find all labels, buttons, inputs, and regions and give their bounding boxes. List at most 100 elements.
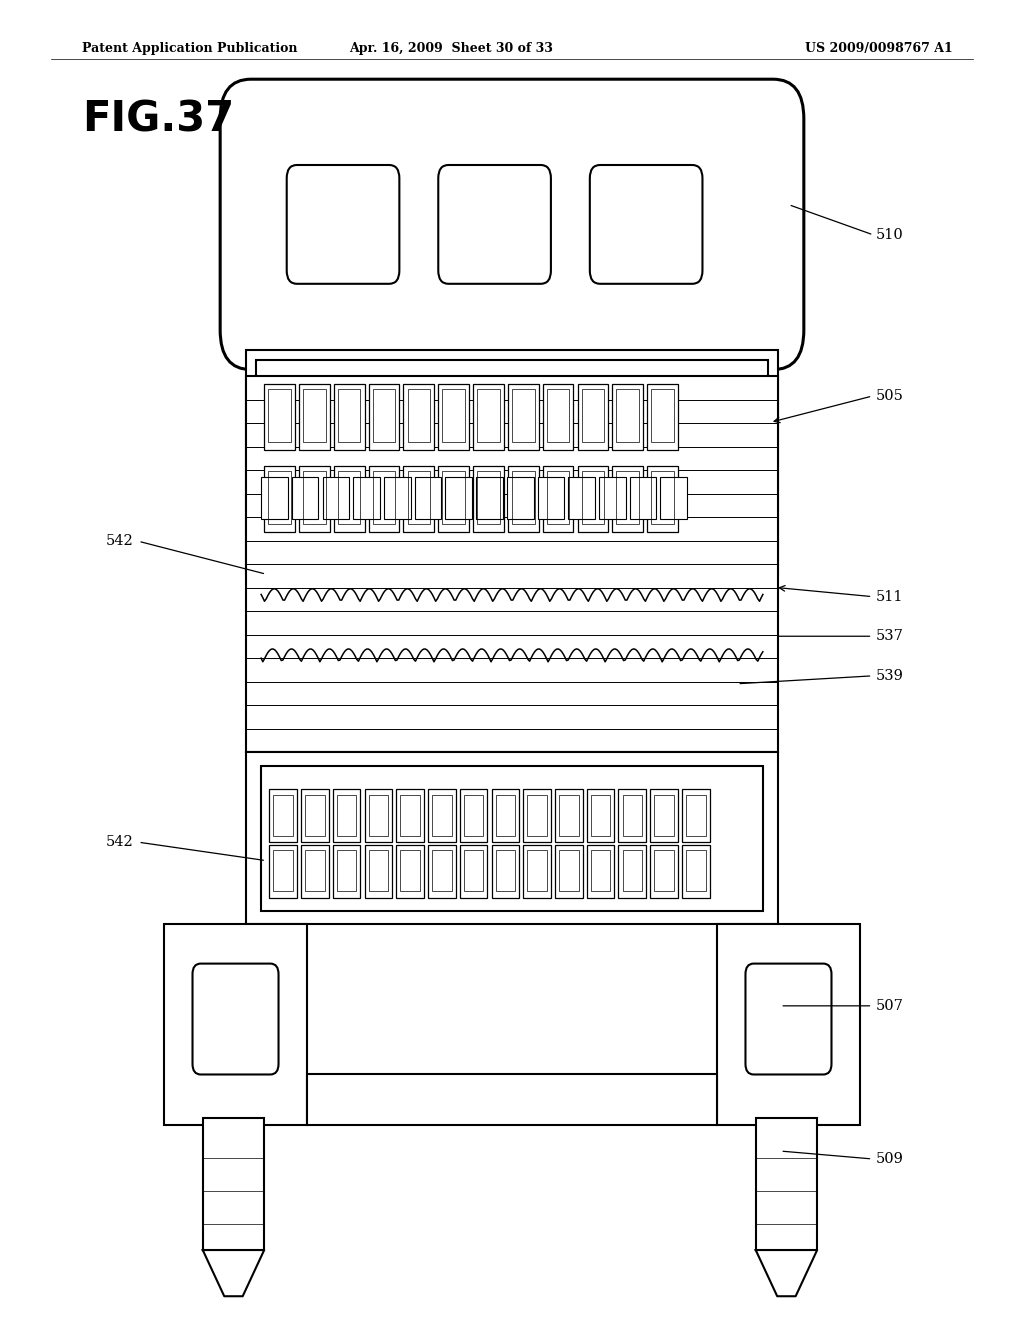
Bar (246, 350, 778, 574)
Bar (599, 477, 626, 519)
Bar (408, 471, 430, 524)
Polygon shape (203, 1250, 264, 1296)
Bar (512, 471, 535, 524)
Bar (623, 795, 642, 836)
Bar (473, 384, 504, 450)
Bar (369, 466, 399, 532)
Bar (432, 850, 452, 891)
Bar (547, 389, 569, 442)
Bar (428, 845, 456, 898)
Bar (408, 389, 430, 442)
Bar (651, 389, 674, 442)
FancyBboxPatch shape (220, 79, 804, 370)
Bar (578, 466, 608, 532)
Bar (630, 477, 656, 519)
Polygon shape (756, 1250, 817, 1296)
Bar (445, 477, 472, 519)
Bar (650, 845, 678, 898)
Bar (618, 789, 646, 842)
FancyBboxPatch shape (193, 964, 279, 1074)
Bar (496, 795, 515, 836)
Bar (415, 477, 441, 519)
Bar (333, 789, 360, 842)
Text: 509: 509 (876, 1152, 903, 1166)
Bar (338, 389, 360, 442)
Bar (337, 795, 356, 836)
Bar (261, 477, 288, 519)
Bar (543, 384, 573, 450)
Bar (555, 789, 583, 842)
Bar (369, 384, 399, 450)
Bar (547, 471, 569, 524)
Text: 507: 507 (876, 999, 903, 1012)
Bar (460, 845, 487, 898)
Text: 505: 505 (876, 389, 903, 403)
Bar (299, 466, 330, 532)
Bar (508, 384, 539, 450)
Bar (273, 795, 293, 836)
Bar (464, 850, 483, 891)
Text: Apr. 16, 2009  Sheet 30 of 33: Apr. 16, 2009 Sheet 30 of 33 (348, 42, 553, 55)
Bar (164, 924, 307, 1125)
Bar (334, 466, 365, 532)
Bar (616, 471, 639, 524)
Text: FIG.37: FIG.37 (82, 99, 234, 141)
Bar (338, 471, 360, 524)
Bar (369, 795, 388, 836)
Bar (400, 795, 420, 836)
Bar (527, 850, 547, 891)
Bar (717, 924, 860, 1125)
Bar (582, 389, 604, 442)
Bar (623, 850, 642, 891)
Bar (369, 850, 388, 891)
Bar (464, 795, 483, 836)
Text: 542: 542 (105, 836, 133, 849)
Bar (365, 845, 392, 898)
Bar (261, 766, 763, 911)
Bar (651, 471, 674, 524)
Bar (477, 389, 500, 442)
Bar (578, 384, 608, 450)
FancyBboxPatch shape (438, 165, 551, 284)
Text: 511: 511 (876, 590, 903, 603)
Bar (587, 845, 614, 898)
Bar (538, 477, 564, 519)
Bar (323, 477, 349, 519)
Bar (686, 795, 706, 836)
Bar (568, 477, 595, 519)
Bar (273, 850, 293, 891)
FancyBboxPatch shape (745, 964, 831, 1074)
Bar (543, 466, 573, 532)
Bar (384, 477, 411, 519)
Bar (269, 845, 297, 898)
Bar (246, 376, 778, 752)
Bar (559, 850, 579, 891)
Bar (477, 471, 500, 524)
Bar (301, 789, 329, 842)
Text: Patent Application Publication: Patent Application Publication (82, 42, 297, 55)
Bar (616, 389, 639, 442)
Bar (492, 789, 519, 842)
Bar (373, 471, 395, 524)
Bar (264, 384, 295, 450)
Text: 537: 537 (876, 630, 903, 643)
Bar (654, 850, 674, 891)
Bar (756, 1118, 817, 1250)
Text: 510: 510 (876, 228, 903, 242)
Bar (305, 795, 325, 836)
Bar (403, 466, 434, 532)
Bar (442, 389, 465, 442)
Bar (299, 384, 330, 450)
Bar (559, 795, 579, 836)
Bar (686, 850, 706, 891)
Bar (203, 1118, 264, 1250)
Bar (268, 471, 291, 524)
Bar (492, 845, 519, 898)
Bar (256, 360, 768, 564)
Bar (591, 795, 610, 836)
Bar (682, 789, 710, 842)
Bar (618, 845, 646, 898)
Bar (400, 850, 420, 891)
Bar (476, 477, 503, 519)
Bar (527, 795, 547, 836)
